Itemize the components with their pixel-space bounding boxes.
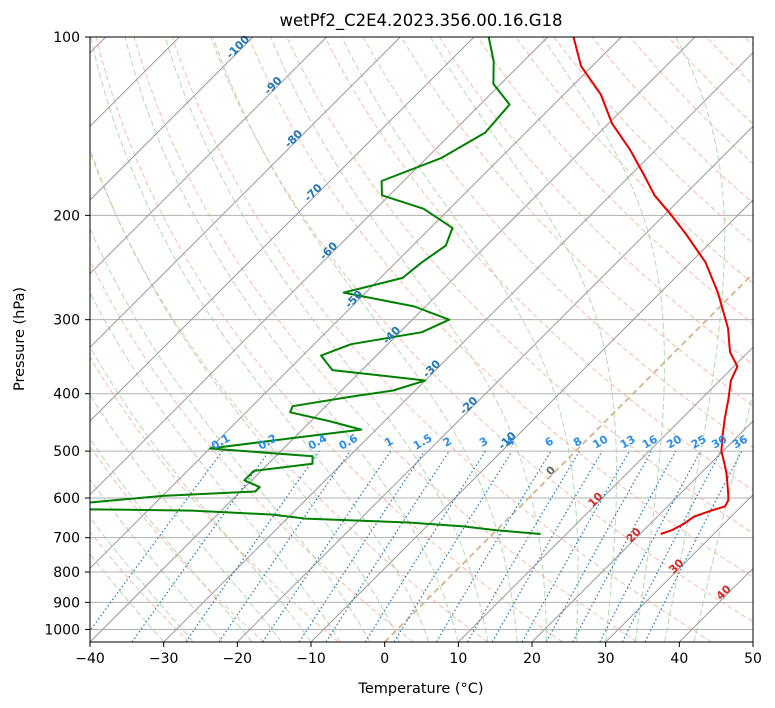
mixing-ratio-line [521,450,631,642]
pressure-gridlines [90,37,753,630]
dry-adiabat [90,531,190,642]
isotherm [90,37,475,422]
y-tick-label: 100 [53,30,80,46]
moist-adiabat [341,37,579,642]
chart-title: wetPf2_C2E4.2023.356.00.16.G18 [279,11,562,31]
mixing-ratio-line [545,450,653,642]
zero-isotherm [384,272,753,642]
isotherm [163,51,753,642]
temperature-line [572,37,739,535]
mixing-ratio-lines [90,450,743,642]
y-tick-label: 1000 [44,622,80,638]
moist-adiabat [90,437,253,642]
isotherm [310,199,753,642]
moist-adiabat [90,37,430,642]
moist-adiabat [90,394,282,642]
dry-adiabat [438,37,753,366]
y-tick-label: 600 [53,491,80,507]
moist-adiabats [90,37,753,642]
dry-adiabat [133,37,638,642]
moist-adiabat [124,37,459,642]
mixing-ratio-line [325,450,450,642]
mixing-ratio-line [644,450,743,642]
x-axis-title: Temperature (°C) [357,681,483,697]
mixing-ratio-line [131,450,270,642]
isotherms [90,37,753,642]
dry-adiabat [90,356,339,642]
mixing-ratio-line [393,450,513,642]
x-tick-label: 10 [449,651,467,667]
isotherm [90,37,622,570]
mixing-ratio-line [185,450,320,642]
moist-adiabat [90,345,312,642]
x-tick-label: −30 [149,651,179,667]
y-axis-ticks: 100 200 300 400 500 600 700 800 900 1000 [44,30,90,638]
dry-adiabat [248,37,753,578]
isotherm [236,125,753,642]
mixing-ratio-line [262,450,392,642]
x-tick-label: 0 [380,651,389,667]
x-tick-label: 20 [523,651,541,667]
mixing-ratio-line [90,450,223,632]
x-tick-label: −20 [223,651,253,667]
y-tick-label: 800 [53,565,80,581]
x-tick-label: 30 [597,651,615,667]
x-tick-label: 50 [744,651,762,667]
x-axis-ticks: −40 −30 −20 −10 0 10 20 30 40 50 [75,642,762,667]
x-tick-label: −10 [296,651,326,667]
isotherm [531,420,753,642]
dry-adiabat [90,150,488,642]
dewpoint-line [90,37,541,535]
isotherm [457,346,753,642]
y-tick-label: 700 [53,531,80,547]
dry-adiabat [95,37,563,642]
dry-adiabat [400,37,753,407]
isotherm [90,37,328,275]
moist-adiabat [212,37,518,642]
y-tick-label: 400 [53,387,80,403]
sounding-series [90,37,739,535]
mixing-ratio-line [572,450,677,642]
y-axis-title: Pressure (hPa) [12,287,28,391]
moist-adiabat [164,37,489,642]
isotherm [90,37,254,201]
moist-adiabat [90,516,194,642]
y-tick-label: 500 [53,444,80,460]
y-tick-label: 900 [53,595,80,611]
moist-adiabat [90,478,223,642]
isotherm [90,37,549,496]
mixing-ratio-line [298,450,425,642]
moist-adiabat [664,37,726,642]
moist-adiabat [90,553,165,642]
dry-adiabat [171,37,712,642]
dry-adiabat [324,37,753,491]
isotherm [90,37,696,642]
moist-adiabat [430,37,617,642]
x-tick-label: −40 [75,651,105,667]
dry-adiabat [210,37,753,623]
y-tick-label: 300 [53,313,80,329]
x-tick-label: 40 [670,651,688,667]
dry-adiabat [515,37,753,284]
isotherm [605,493,753,642]
isotherm [90,37,401,349]
moist-adiabat [542,37,665,642]
plot-frame [89,36,754,643]
dry-adiabat [90,445,264,642]
plot-area [90,37,753,642]
moist-adiabat [90,147,400,642]
mixing-ratio-line [218,450,351,642]
y-tick-label: 200 [53,208,80,224]
